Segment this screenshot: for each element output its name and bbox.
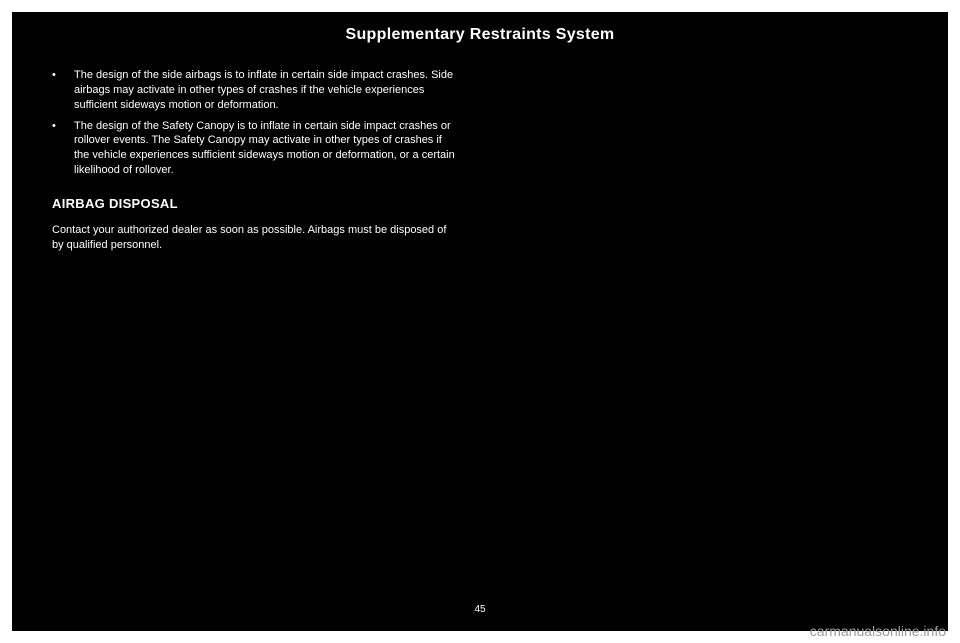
page-outer: Supplementary Restraints System • The de… bbox=[0, 0, 960, 643]
page-header-title: Supplementary Restraints System bbox=[52, 26, 908, 44]
left-column: • The design of the side airbags is to i… bbox=[52, 68, 460, 611]
content-columns: • The design of the side airbags is to i… bbox=[52, 68, 908, 611]
body-text: Contact your authorized dealer as soon a… bbox=[52, 223, 460, 253]
bullet-text: The design of the Safety Canopy is to in… bbox=[74, 119, 460, 178]
bullet-marker: • bbox=[52, 68, 74, 113]
bullet-marker: • bbox=[52, 119, 74, 178]
bullet-item: • The design of the Safety Canopy is to … bbox=[52, 119, 460, 178]
watermark: carmanualsonline.info bbox=[810, 623, 946, 639]
bullet-text: The design of the side airbags is to inf… bbox=[74, 68, 460, 113]
page-number: 45 bbox=[12, 604, 948, 615]
section-heading: AIRBAG DISPOSAL bbox=[52, 196, 460, 211]
bullet-item: • The design of the side airbags is to i… bbox=[52, 68, 460, 113]
page-inner: Supplementary Restraints System • The de… bbox=[12, 12, 948, 631]
right-column bbox=[500, 68, 908, 611]
